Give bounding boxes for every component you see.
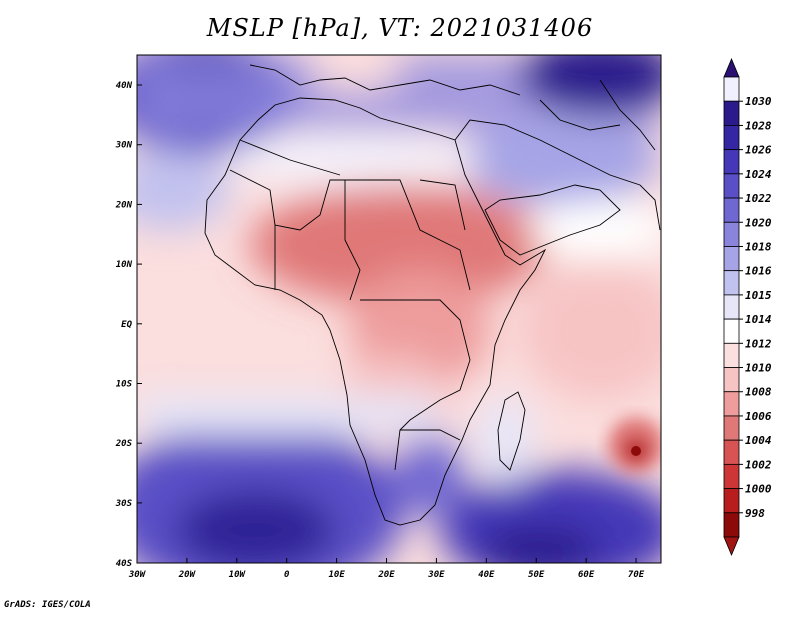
lon-tick-label: 30W <box>128 570 147 580</box>
colorbar-label: 1016 <box>745 265 772 278</box>
lat-tick-label: 10N <box>116 260 133 270</box>
lon-tick-label: 70E <box>628 570 645 580</box>
colorbar-label: 1004 <box>745 434 772 447</box>
lon-tick-label: 10W <box>229 570 247 580</box>
colorbar-swatch <box>723 367 740 393</box>
colorbar-bottom-arrow <box>723 536 740 557</box>
coastlines <box>204 64 661 526</box>
colorbar-label: 1030 <box>745 95 772 108</box>
lat-tick-label: EQ <box>121 320 132 330</box>
colorbar: 1030 1028 1026 1024 1022 1020 1018 1016 1015 1014… <box>723 57 772 557</box>
lon-tick-label: 60E <box>578 570 595 580</box>
colorbar-top-arrow <box>723 57 740 78</box>
colorbar-label: 1008 <box>745 386 772 399</box>
colorbar-swatch <box>723 149 740 175</box>
lon-tick-label: 0 <box>284 570 290 580</box>
colorbar-label: 1002 <box>745 458 772 471</box>
colorbar-label: 1026 <box>745 144 772 157</box>
colorbar-swatch <box>723 270 740 296</box>
lat-tick-label: 40S <box>116 559 133 569</box>
colorbar-label: 1012 <box>745 337 772 350</box>
chart-title: MSLP [hPa], VT: 2021031406 <box>206 14 594 42</box>
colorbar-label: 1010 <box>745 362 772 375</box>
grads-credit: GrADS: IGES/COLA <box>4 600 91 610</box>
lat-tick-label: 10S <box>116 380 133 390</box>
colorbar-swatch <box>723 512 740 538</box>
lon-tick-label: 50E <box>528 570 545 580</box>
colorbar-label: 1022 <box>745 192 772 205</box>
longitude-axis: 30W 20W 10W 0 10E 20E 30E 40E 50E 60E 70E <box>128 558 645 580</box>
colorbar-swatch <box>723 125 740 151</box>
colorbar-swatch <box>723 391 740 417</box>
lat-tick-label: 20N <box>115 200 133 210</box>
colorbar-label: 1028 <box>745 119 772 132</box>
lon-tick-label: 10E <box>328 570 345 580</box>
colorbar-swatch <box>723 342 740 368</box>
colorbar-swatch <box>723 463 740 489</box>
lon-tick-label: 20W <box>178 570 197 580</box>
colorbar-swatch <box>723 246 740 272</box>
lat-tick-label: 40N <box>116 81 133 91</box>
latitude-axis: 40N 30N 20N 10N EQ 10S 20S 30S 40S <box>115 81 142 569</box>
colorbar-label: 1020 <box>745 216 772 229</box>
colorbar-swatch <box>723 100 740 126</box>
colorbar-swatch <box>723 488 740 514</box>
colorbar-swatch <box>723 221 740 247</box>
lon-tick-label: 40E <box>478 570 495 580</box>
asian-high <box>520 55 661 115</box>
colorbar-swatch <box>723 294 740 320</box>
colorbar-swatch <box>723 318 740 344</box>
colorbar-label: 1015 <box>745 289 772 302</box>
lat-tick-label: 20S <box>115 439 133 449</box>
colorbar-swatch <box>723 197 740 223</box>
colorbar-swatch <box>723 173 740 199</box>
lat-tick-label: 30S <box>115 499 133 509</box>
lon-tick-label: 20E <box>377 570 395 580</box>
pressure-field <box>137 55 661 563</box>
colorbar-label: 1006 <box>745 410 772 423</box>
lon-tick-label: 30E <box>427 570 445 580</box>
colorbar-label: 1018 <box>745 240 772 253</box>
colorbar-label: 1024 <box>745 168 772 181</box>
colorbar-swatch <box>723 439 740 465</box>
colorbar-label: 1014 <box>745 313 772 326</box>
colorbar-swatch <box>723 76 740 102</box>
colorbar-swatch <box>723 415 740 441</box>
map-frame <box>136 54 662 564</box>
colorbar-label: 1000 <box>745 483 772 496</box>
lat-tick-label: 30N <box>115 141 133 151</box>
colorbar-label: 998 <box>745 507 765 520</box>
